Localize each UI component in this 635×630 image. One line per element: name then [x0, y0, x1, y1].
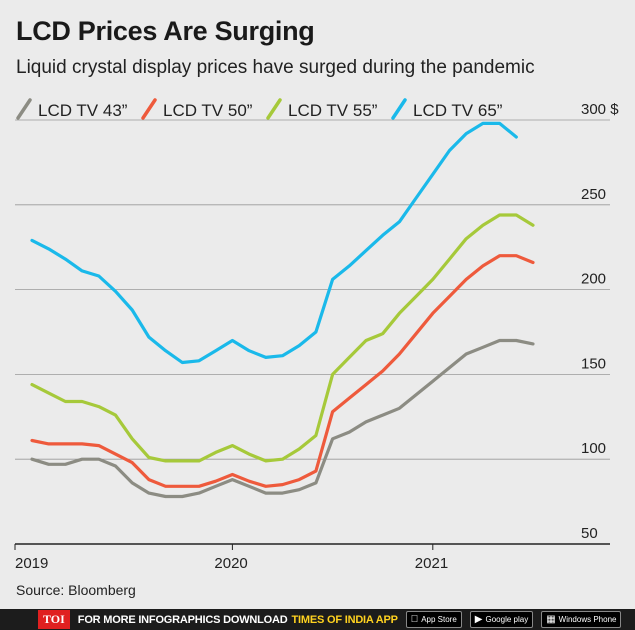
toi-logo[interactable]: TOI — [38, 610, 70, 629]
legend-label: LCD TV 50” — [163, 101, 253, 120]
y-tick-label: 300 $ — [581, 101, 619, 118]
google-play-label: Google play — [478, 615, 529, 624]
footer-bar: TOI FOR MORE INFOGRAPHICS DOWNLOAD TIMES… — [0, 609, 635, 630]
google-play-badge[interactable]: ▶ Google play — [469, 611, 534, 628]
series-line-3 — [30, 213, 535, 463]
series-line-1 — [30, 338, 535, 499]
windows-phone-badge[interactable]: ▦ Windows Phone — [538, 611, 622, 628]
y-tick-label: 150 — [581, 355, 606, 372]
x-tick-label: 2019 — [15, 555, 48, 572]
y-tick-label: 100 — [581, 440, 606, 457]
footer-text: FOR MORE INFOGRAPHICS DOWNLOAD — [77, 613, 288, 626]
series-line-4 — [30, 121, 518, 365]
series-line-2 — [30, 254, 535, 488]
windows-phone-label: Windows Phone — [551, 615, 617, 624]
chart-grid — [15, 119, 610, 545]
y-tick-label: 250 — [581, 186, 606, 203]
legend-swatch — [391, 98, 407, 120]
page-title: LCD Prices Are Surging — [16, 16, 315, 46]
legend-label: LCD TV 55” — [288, 101, 378, 120]
y-tick-label: 200 — [581, 271, 606, 288]
line-chart: 300 $ 250 200 150 100 50 2019 2020 2021 LCD TV … — [14, 98, 619, 572]
apple-icon:  — [411, 614, 419, 625]
page-subtitle: Liquid crystal display prices have surge… — [16, 57, 535, 78]
footer-app-link[interactable]: TIMES OF INDIA APP — [291, 613, 398, 626]
x-tick-labels: 2019 2020 2021 — [14, 544, 448, 572]
legend-swatch — [266, 98, 282, 120]
legend-swatch — [141, 98, 157, 120]
legend-label: LCD TV 43” — [38, 101, 128, 120]
legend-label: LCD TV 65” — [413, 101, 503, 120]
chart-lines — [30, 121, 535, 499]
x-tick-label: 2021 — [415, 555, 448, 572]
app-store-badge[interactable]:  App Store — [405, 611, 462, 628]
y-tick-labels: 300 $ 250 200 150 100 50 — [581, 101, 619, 542]
source-note: Source: Bloomberg — [16, 582, 136, 598]
windows-icon: ▦ — [538, 614, 555, 625]
google-play-icon: ▶ — [475, 614, 483, 625]
x-tick-label: 2020 — [214, 555, 247, 572]
legend-swatch — [16, 98, 32, 120]
y-tick-label: 50 — [581, 525, 598, 542]
app-store-label: App Store — [413, 615, 457, 624]
chart-legend: LCD TV 43” LCD TV 50” LCD TV 55” LCD TV 65” — [16, 98, 503, 120]
